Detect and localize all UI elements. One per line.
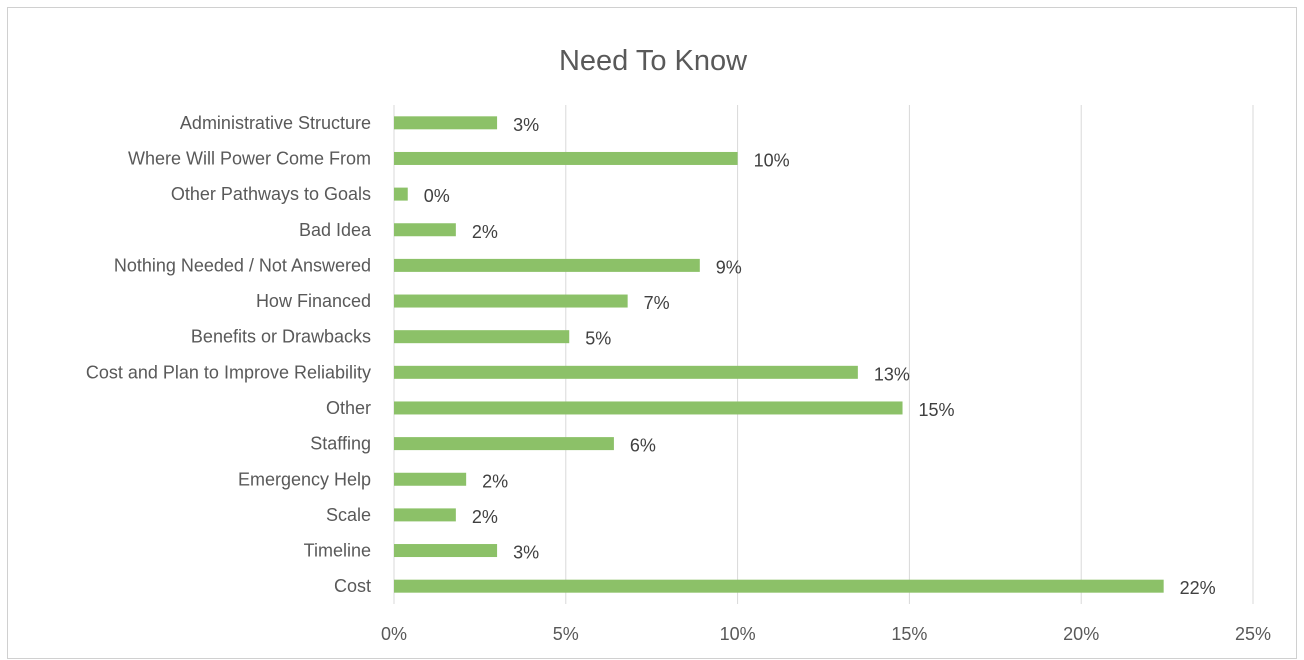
bar [394,223,456,237]
category-label: Benefits or Drawbacks [191,327,371,347]
data-label: 10% [754,150,790,170]
chart-frame: Need To Know Administrative Structure Whe… [7,7,1297,659]
data-label: 7% [644,293,670,313]
bar [394,544,498,558]
category-label: Administrative Structure [180,113,371,133]
data-label: 9% [716,257,742,277]
data-label: 3% [513,543,539,563]
data-label: 2% [482,471,508,491]
bar [394,508,456,522]
x-tick-label: 20% [1063,624,1099,644]
bar [394,401,903,415]
chart-title: Need To Know [559,45,748,77]
bar [394,151,738,165]
data-label: 2% [472,222,498,242]
data-label: 5% [585,329,611,349]
category-label: Other Pathways to Goals [171,184,371,204]
category-label: Emergency Help [238,469,371,489]
bar [394,187,408,201]
category-label: Scale [326,505,371,525]
category-label: Cost and Plan to Improve Reliability [86,362,371,382]
data-label: 0% [424,186,450,206]
gridlines [393,105,1254,604]
category-label: Where Will Power Come From [128,148,371,168]
category-labels: Administrative Structure Where Will Power… [86,113,372,596]
category-label: Other [326,398,371,418]
category-label: How Financed [256,291,371,311]
data-label: 3% [513,115,539,135]
category-label: Bad Idea [299,220,372,240]
data-label: 2% [472,507,498,527]
bar [394,294,628,308]
data-label: 13% [874,364,910,384]
data-label: 22% [1180,578,1216,598]
bar [394,365,858,379]
bar [394,258,700,272]
data-label: 15% [919,400,955,420]
x-tick-label: 10% [720,624,756,644]
bar [394,330,570,344]
bar-chart: Need To Know Administrative Structure Whe… [86,45,1271,644]
x-tick-label: 25% [1235,624,1271,644]
category-label: Timeline [304,541,371,561]
bar [394,116,498,130]
x-tick-label: 15% [891,624,927,644]
category-label: Staffing [310,434,371,454]
category-label: Cost [334,576,371,596]
x-tick-label: 5% [553,624,579,644]
data-labels: 3% 10% 0% 2% 9% 7% 5% 13% 15% 6% 2% 2% 3% 22% [424,115,1216,598]
bars [394,116,1164,593]
x-tick-label: 0% [381,624,407,644]
bar [394,472,467,486]
data-label: 6% [630,436,656,456]
bar [394,579,1164,593]
x-axis-tick-labels: 0% 5% 10% 15% 20% 25% [381,624,1271,644]
bar [394,437,614,451]
category-label: Nothing Needed / Not Answered [114,255,371,275]
